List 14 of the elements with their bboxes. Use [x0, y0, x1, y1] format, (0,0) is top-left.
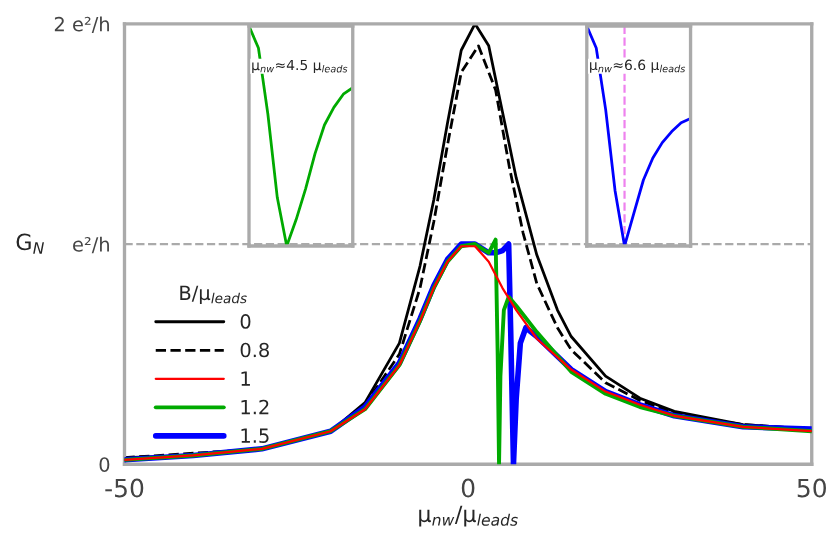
- y-axis-title: G$_{N}$: [16, 233, 44, 254]
- x-axis-title: μ$_{nw}$/μ$_{leads}$: [419, 505, 518, 527]
- legend-title: B/μ$_{leads}$: [180, 285, 247, 304]
- legend-label: 1.2: [241, 399, 269, 415]
- legend-label: 0: [240, 314, 251, 329]
- x-tick-label: -50: [105, 478, 144, 498]
- y-tick-label: 2 e²/h: [54, 16, 109, 34]
- legend-label: 1.5: [241, 428, 269, 443]
- y-tick-label: e²/h: [73, 236, 109, 254]
- x-tick-label: 0: [461, 478, 475, 498]
- legend-label: 1: [241, 371, 250, 386]
- legend-label: 0.8: [240, 342, 269, 358]
- y-tick-label: 0: [99, 457, 110, 472]
- x-tick-label: 50: [797, 478, 826, 498]
